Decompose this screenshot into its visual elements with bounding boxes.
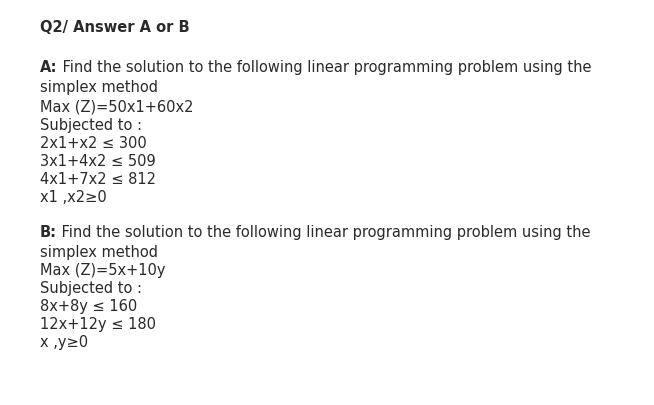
Text: x ,y≥0: x ,y≥0 xyxy=(40,335,88,350)
Text: simplex method: simplex method xyxy=(40,245,158,260)
Text: Subjected to :: Subjected to : xyxy=(40,118,142,133)
Text: A:: A: xyxy=(40,60,58,75)
Text: 12x+12y ≤ 180: 12x+12y ≤ 180 xyxy=(40,317,156,332)
Text: Find the solution to the following linear programming problem using the: Find the solution to the following linea… xyxy=(58,60,591,75)
Text: Find the solution to the following linear programming problem using the: Find the solution to the following linea… xyxy=(57,225,591,240)
Text: B:: B: xyxy=(40,225,57,240)
Text: Max (Z)=50x1+60x2: Max (Z)=50x1+60x2 xyxy=(40,100,194,115)
Text: B:: B: xyxy=(40,225,57,240)
Text: 3x1+4x2 ≤ 509: 3x1+4x2 ≤ 509 xyxy=(40,154,156,169)
Text: 2x1+x2 ≤ 300: 2x1+x2 ≤ 300 xyxy=(40,136,146,151)
Text: simplex method: simplex method xyxy=(40,80,158,95)
Text: Subjected to :: Subjected to : xyxy=(40,281,142,296)
Text: x1 ,x2≥0: x1 ,x2≥0 xyxy=(40,190,107,205)
Text: Max (Z)=5x+10y: Max (Z)=5x+10y xyxy=(40,263,165,278)
Text: 8x+8y ≤ 160: 8x+8y ≤ 160 xyxy=(40,299,137,314)
Text: Q2/ Answer A or B: Q2/ Answer A or B xyxy=(40,20,190,35)
Text: A:: A: xyxy=(40,60,58,75)
Text: 4x1+7x2 ≤ 812: 4x1+7x2 ≤ 812 xyxy=(40,172,156,187)
